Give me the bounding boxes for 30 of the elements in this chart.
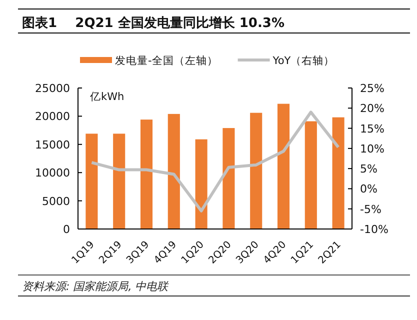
bar: [304, 121, 317, 229]
y-tick-label: 5000: [42, 194, 70, 208]
y-axis-title: 亿kWh: [89, 91, 124, 103]
y-tick-label: 15000: [35, 138, 70, 152]
bar: [168, 114, 180, 229]
y2-tick-label: 5%: [360, 162, 378, 176]
y2-tick-label: 25%: [360, 82, 384, 95]
bar: [195, 139, 208, 229]
y-tick-label: 25000: [35, 82, 70, 95]
text: 资料来源: 国家能源局, 中电联: [22, 280, 170, 293]
bar: [113, 134, 126, 229]
legend-label: 发电量-全国（左轴）: [115, 54, 218, 67]
y2-tick-label: 0%: [360, 182, 378, 196]
y-tick-label: 0: [63, 223, 70, 236]
y-tick-label: 10000: [35, 166, 70, 180]
y2-tick-label: 10%: [360, 142, 384, 156]
legend-label: YoY（右轴）: [272, 54, 335, 67]
y-tick-label: 20000: [35, 110, 70, 124]
bar: [332, 117, 344, 229]
bar: [86, 134, 98, 229]
y2-tick-label: -5%: [360, 202, 382, 216]
y2-tick-label: 15%: [360, 122, 384, 136]
y2-tick-label: -10%: [360, 223, 388, 236]
chart-title: 图表1 2Q21 全国发电量同比增长 10.3%: [22, 16, 284, 31]
bar: [140, 120, 153, 229]
y2-tick-label: 20%: [360, 102, 384, 116]
bar: [250, 112, 262, 229]
bar: [277, 104, 290, 229]
bar: [222, 128, 235, 229]
line-series: [90, 110, 340, 212]
